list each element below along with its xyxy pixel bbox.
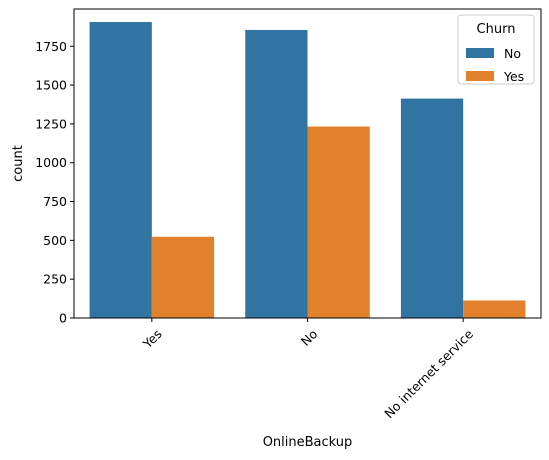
y-tick-label: 250	[43, 272, 67, 287]
legend-swatch	[466, 48, 494, 58]
bar-no-churn-yes	[307, 126, 370, 318]
legend-box	[457, 14, 535, 85]
legend: Churn No Yes	[457, 14, 535, 85]
y-tick-label: 0	[59, 311, 67, 326]
x-tick-label: No internet service	[381, 326, 476, 421]
x-tick-label: Yes	[139, 326, 165, 352]
legend-entry-label: No	[504, 46, 521, 61]
bars-layer	[89, 22, 526, 319]
y-axis-label: count	[11, 145, 26, 182]
y-tick-label: 1500	[35, 78, 67, 93]
bar-yes-churn-yes	[151, 236, 215, 318]
bar-no-churn-no	[245, 29, 308, 319]
legend-title: Churn	[477, 22, 516, 37]
bar-no-internet-service-churn-yes	[463, 300, 526, 318]
legend-entry-label: Yes	[503, 69, 524, 84]
y-tick-label: 1250	[35, 116, 67, 131]
x-axis-label: OnlineBackup	[263, 435, 353, 450]
y-tick-label: 750	[43, 194, 67, 209]
x-tick-label: No	[298, 326, 321, 349]
bar-yes-churn-no	[89, 22, 152, 318]
bar-no-internet-service-churn-no	[400, 98, 464, 318]
y-tick-label: 500	[43, 233, 67, 248]
legend-swatch	[466, 71, 494, 81]
legend-items: No Yes	[466, 46, 524, 84]
y-tick-label: 1750	[35, 39, 67, 54]
y-tick-label: 1000	[35, 155, 67, 170]
